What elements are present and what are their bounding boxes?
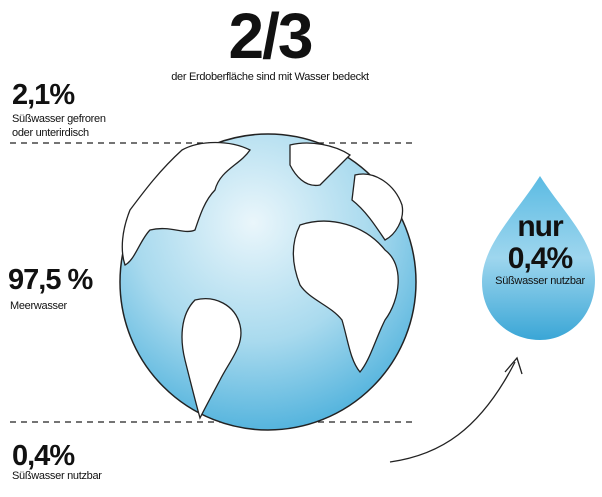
arrow [389, 361, 516, 463]
header-caption: der Erdoberfläche sind mit Wasser bedeck… [171, 71, 369, 83]
globe [119, 133, 417, 431]
item-value: 97,5 % [8, 264, 93, 296]
item-label: oder unterirdisch [12, 127, 89, 139]
item-value: 2,1% [12, 79, 75, 111]
drop-label: Süßwasser nutzbar [495, 275, 585, 287]
header-value: 2/3 [229, 0, 312, 72]
drop [482, 176, 595, 340]
item-label: Süßwasser gefroren [12, 113, 106, 125]
drop-value: 0,4% [508, 242, 573, 275]
item-label: Süßwasser nutzbar [12, 470, 102, 482]
item-value: 0,4% [12, 440, 75, 472]
arrow-head [504, 356, 523, 375]
item-label: Meerwasser [10, 300, 68, 312]
drop-prefix: nur [517, 210, 564, 243]
